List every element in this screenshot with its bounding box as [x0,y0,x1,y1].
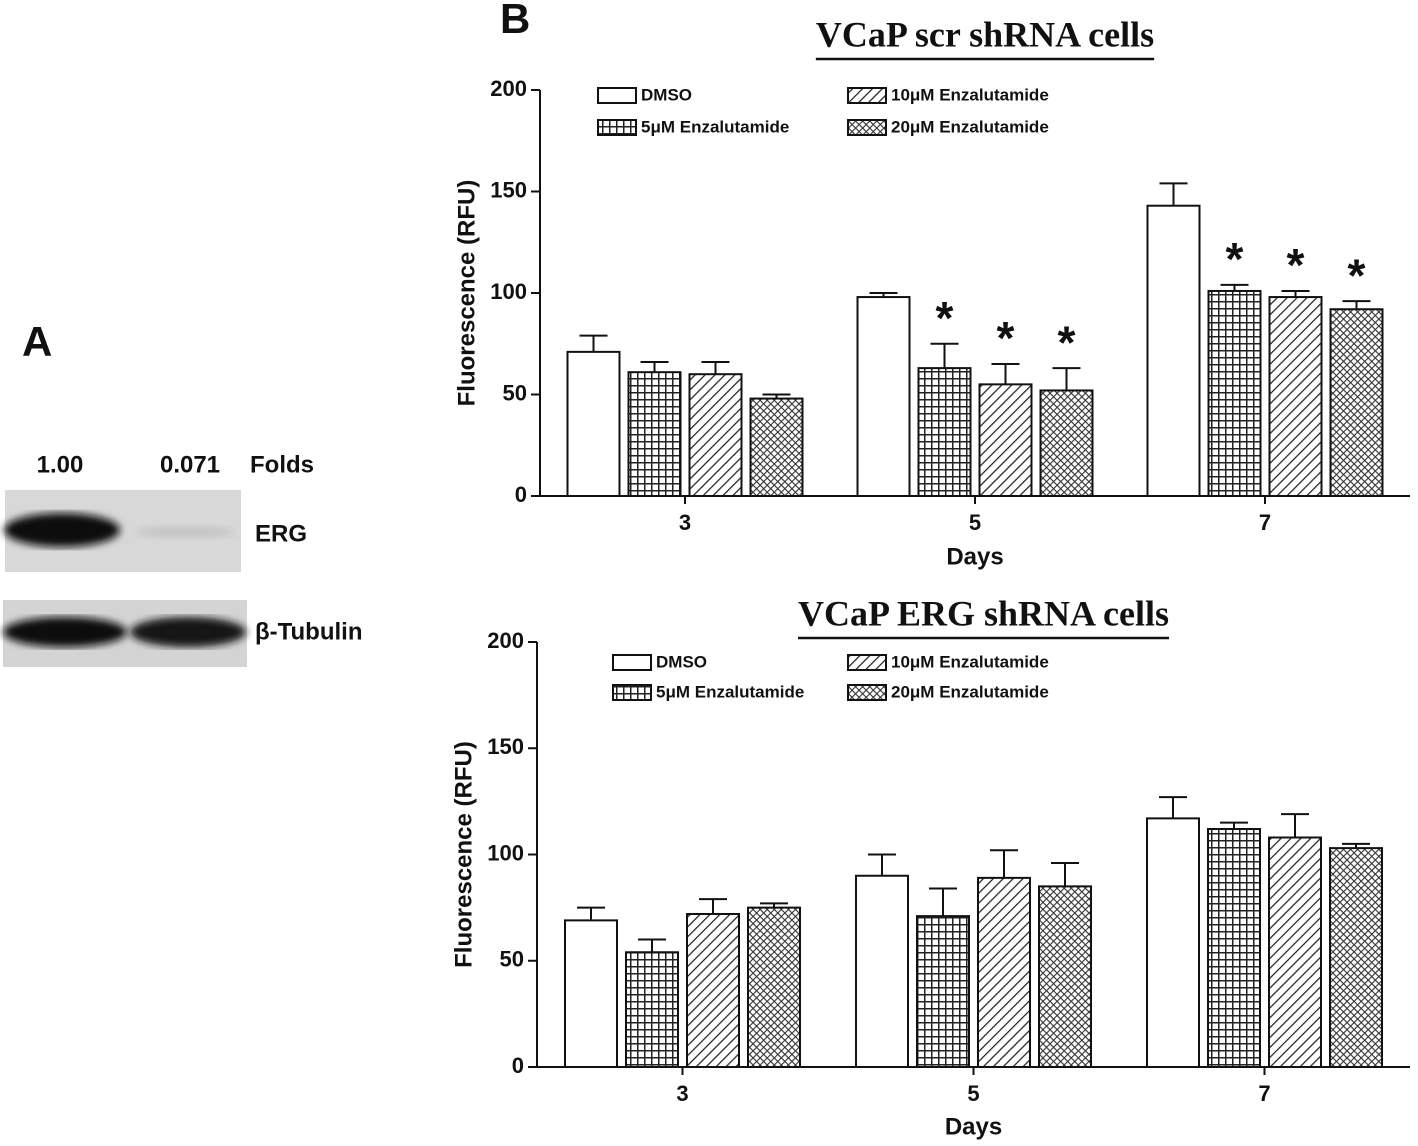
error-bar [991,363,1020,385]
x-tick-label: 3 [679,510,691,535]
legend-label: 10μM Enzalutamide [891,85,1049,104]
y-tick-label: 150 [490,177,527,202]
blot-tubulin [3,600,247,667]
legend-label: DMSO [656,652,707,671]
bar [566,350,621,497]
panel-label: A [22,318,52,365]
error-bar [701,361,730,375]
band-label: ERG [255,520,307,547]
error-bar [929,887,957,917]
bar [1146,204,1201,498]
significance-mark: * [1287,239,1305,291]
significance-mark: * [1226,233,1244,285]
bar [1329,308,1384,497]
bar [688,373,743,498]
bar [1146,817,1200,1068]
error-bar [990,849,1018,878]
lane-label: 0.071 [160,451,220,478]
error-bar [699,898,727,914]
chart-title: VCaP scr shRNA cells [816,14,1154,54]
legend-label: 20μM Enzalutamide [891,117,1049,136]
panel-label: B [500,0,530,42]
error-bar [1281,813,1309,838]
significance-mark: * [997,312,1015,364]
y-tick-label: 0 [515,482,527,507]
error-bar [1159,182,1188,206]
y-axis-label: Fluorescence (RFU) [453,180,480,407]
legend-label: 20μM Enzalutamide [891,682,1049,701]
bar [916,915,970,1068]
bar [564,919,618,1068]
legend-swatch [612,684,652,701]
bar [749,397,804,497]
legend-swatch [847,119,887,136]
bar [627,371,682,498]
error-bar [579,334,608,352]
y-tick-label: 200 [490,76,527,101]
chart-title: VCaP ERG shRNA cells [798,593,1169,633]
bar [625,951,679,1068]
legend-label: 5μM Enzalutamide [656,682,804,701]
bar [856,296,911,497]
bar [1038,885,1092,1068]
bar [855,874,909,1068]
x-tick-label: 3 [676,1081,688,1106]
legend-label: DMSO [641,85,692,104]
error-bar [1220,283,1249,291]
legend-swatch [847,654,887,671]
x-tick-label: 7 [1258,1081,1270,1106]
bar [1268,296,1323,497]
y-axis-label: Fluorescence (RFU) [450,741,477,968]
lane-unit: Folds [250,451,314,478]
x-tick-label: 5 [969,510,981,535]
x-tick-label: 5 [967,1081,979,1106]
error-bar [1281,289,1310,298]
legend-swatch [597,119,637,136]
legend-swatch [847,684,887,701]
bar [1268,836,1322,1068]
significance-mark: * [1058,316,1076,368]
error-bar [1220,821,1248,829]
x-tick-label: 7 [1259,510,1271,535]
error-bar [930,342,959,369]
error-bar [1052,367,1081,391]
bar [1207,828,1261,1068]
error-bar [577,906,605,921]
legend-label: 5μM Enzalutamide [641,117,789,136]
significance-mark: * [1348,249,1366,301]
bar [1329,847,1383,1068]
bar [977,876,1031,1068]
bar [917,367,972,497]
y-tick-label: 0 [512,1053,524,1078]
lane-label: 1.00 [37,451,84,478]
error-bar [1051,862,1079,887]
bar [1207,289,1262,497]
blot-erg [4,490,241,572]
legend-label: 10μM Enzalutamide [891,652,1049,671]
y-tick-label: 200 [487,628,524,653]
y-tick-label: 50 [503,380,527,405]
x-axis-label: Days [945,1113,1002,1140]
legend-swatch [847,87,887,104]
error-bar [640,361,669,373]
significance-mark: * [936,292,954,344]
bar [686,913,740,1068]
error-bar [868,853,896,876]
bar [978,383,1033,498]
error-bar [1159,796,1187,819]
y-tick-label: 150 [487,734,524,759]
legend-swatch [597,87,637,104]
bar [1039,389,1094,497]
band-label: β-Tubulin [255,618,363,645]
y-tick-label: 100 [487,840,524,865]
x-axis-label: Days [946,543,1003,570]
error-bar [1342,300,1371,310]
bar [747,906,801,1068]
error-bar [638,938,666,953]
legend-swatch [612,654,652,671]
y-tick-label: 50 [500,947,524,972]
y-tick-label: 100 [490,279,527,304]
